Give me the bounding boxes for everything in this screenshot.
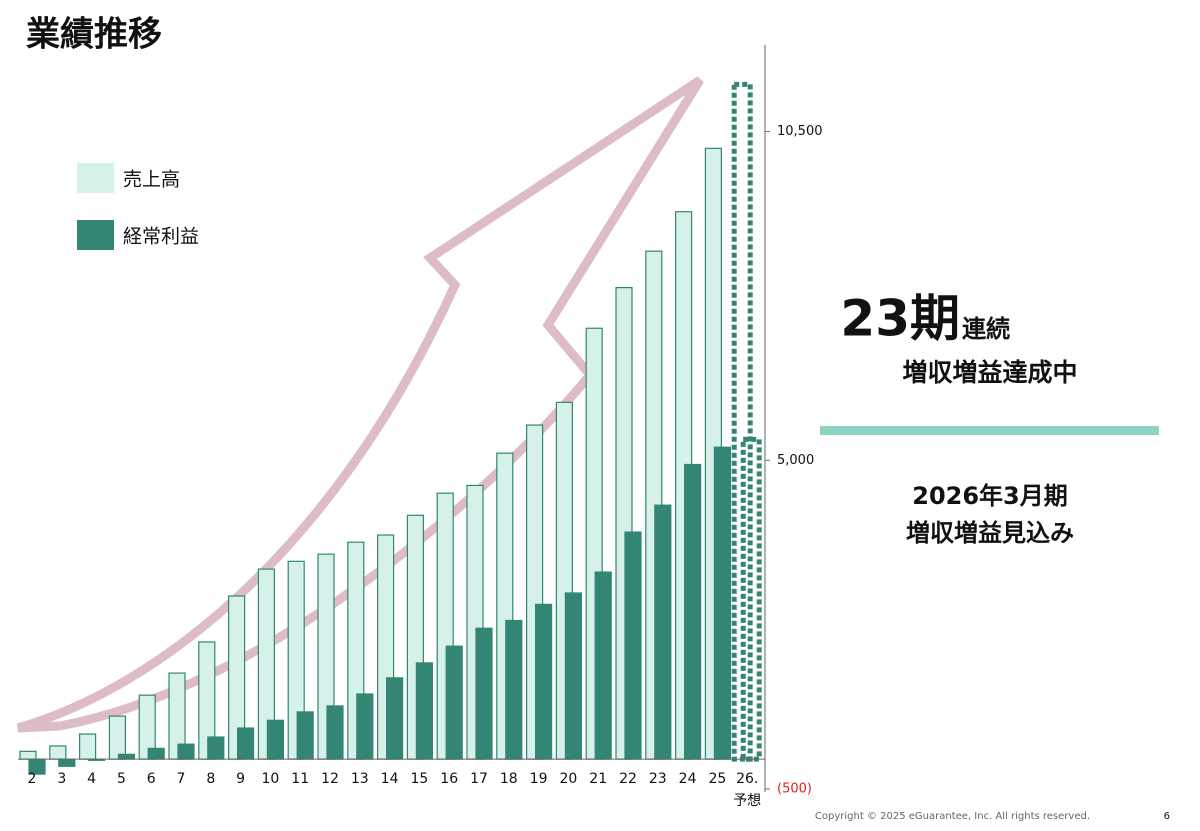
x-tick-label: 10 <box>261 771 279 787</box>
x-tick-label: 8 <box>206 771 215 787</box>
x-tick-label: 13 <box>351 771 369 787</box>
x-tick-label: 19 <box>530 771 548 787</box>
x-tick-label: 15 <box>410 771 428 787</box>
bar <box>266 719 284 760</box>
copyright: Copyright © 2025 eGuarantee, Inc. All ri… <box>815 811 1090 822</box>
bar <box>594 571 612 760</box>
bar <box>386 677 404 760</box>
bar <box>475 627 493 760</box>
page-number: 6 <box>1164 811 1170 822</box>
bar <box>237 727 255 760</box>
chart-title: 業績推移 <box>26 15 162 55</box>
x-tick-label: 22 <box>619 771 637 787</box>
x-tick-label: 16 <box>440 771 458 787</box>
x-tick-label: 6 <box>147 771 156 787</box>
x-tick-label: 17 <box>470 771 488 787</box>
bar <box>207 736 225 760</box>
bar <box>58 758 76 767</box>
x-tick-label: 5 <box>117 771 126 787</box>
bar <box>505 619 523 760</box>
x-tick-label: 18 <box>500 771 518 787</box>
bar <box>624 531 642 760</box>
bar <box>117 753 136 760</box>
count: 23期 <box>840 290 960 348</box>
y-tick-label: 5,000 <box>777 453 814 468</box>
bar <box>445 645 463 760</box>
x-tick-label: 20 <box>559 771 577 787</box>
side-text: 増収増益見込み <box>906 519 1074 547</box>
x-tick-label: 2 <box>28 771 37 787</box>
divider <box>820 426 1159 435</box>
side-text: 2026年3月期 <box>912 482 1068 510</box>
y-tick-label: (500) <box>777 782 812 797</box>
bar <box>296 711 314 760</box>
x-tick-label: 4 <box>87 771 96 787</box>
bar <box>683 463 702 760</box>
bar <box>177 743 195 760</box>
legend-label: 売上高 <box>123 169 180 191</box>
x-tick-label: 26. <box>736 771 758 787</box>
bar <box>564 592 583 760</box>
bar <box>147 747 165 760</box>
x-tick-label: 23 <box>649 771 667 787</box>
x-tick-label: 11 <box>291 771 309 787</box>
legend-label: 経常利益 <box>123 226 199 248</box>
x-tick-label: 21 <box>589 771 607 787</box>
x-tick-label: 3 <box>57 771 66 787</box>
bar <box>415 662 433 760</box>
bar <box>19 750 37 760</box>
bar <box>356 693 374 760</box>
bar <box>740 436 762 762</box>
x-tick-label: 14 <box>381 771 399 787</box>
bar <box>713 446 732 760</box>
plot <box>19 81 762 775</box>
bar <box>108 715 127 760</box>
legend-swatch <box>77 163 114 193</box>
bar <box>534 603 553 760</box>
count-suffix: 連続 <box>962 315 1010 343</box>
x-tick-label: 7 <box>177 771 186 787</box>
bar <box>49 745 67 760</box>
x-tick-label: 24 <box>679 771 697 787</box>
bar <box>78 733 97 760</box>
forecast-label: 予想 <box>733 793 761 809</box>
x-tick-label: 9 <box>236 771 245 787</box>
x-tick-label: 25 <box>708 771 726 787</box>
x-tick-label: 12 <box>321 771 339 787</box>
y-tick-label: 10,500 <box>777 124 823 139</box>
legend-swatch <box>77 220 114 250</box>
side-text: 増収増益達成中 <box>902 358 1077 387</box>
bar <box>654 504 672 760</box>
bar <box>326 705 344 760</box>
